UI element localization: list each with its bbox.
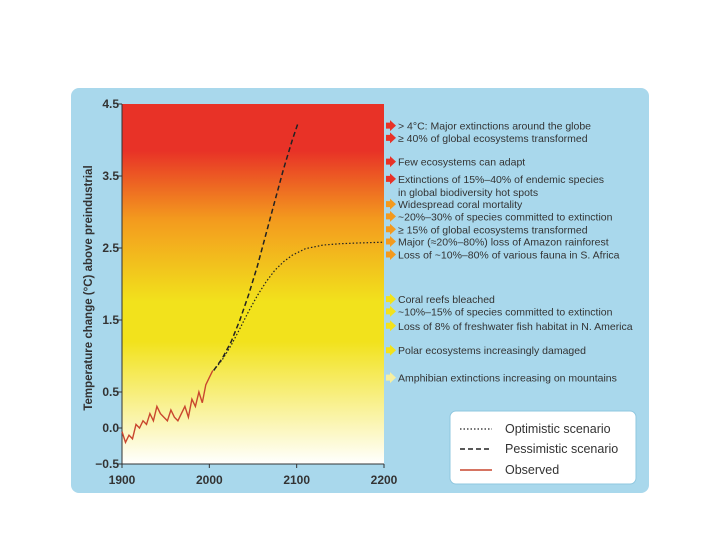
y-axis-label: Temperature change (°C) above preindustr… xyxy=(83,165,95,410)
impact-label: > 4°C: Major extinctions around the glob… xyxy=(398,121,591,133)
temperature-gradient-background xyxy=(122,104,384,464)
y-tick-label: 4.5 xyxy=(102,97,119,111)
impact-arrow xyxy=(386,236,396,248)
legend-label: Pessimistic scenario xyxy=(505,442,618,456)
y-tick-label: 0.5 xyxy=(102,385,119,399)
impact-arrow xyxy=(386,173,396,185)
x-tick-label: 2100 xyxy=(283,473,310,487)
impact-arrow xyxy=(386,120,396,132)
impact-arrow xyxy=(386,132,396,144)
legend-items: Optimistic scenario Pessimistic scenario O… xyxy=(460,422,618,477)
impact-arrow xyxy=(386,210,396,222)
impact-label: Widespread coral mortality xyxy=(398,199,523,211)
impact-label: Amphibian extinctions increasing on moun… xyxy=(398,373,617,385)
x-tick-label: 2000 xyxy=(196,473,223,487)
impact-label: Polar ecosystems increasingly damaged xyxy=(398,345,586,357)
legend-label: Optimistic scenario xyxy=(505,422,611,436)
series-line-dashed xyxy=(213,121,300,371)
x-tick-label: 2200 xyxy=(371,473,398,487)
series-layer xyxy=(121,121,385,445)
impact-arrow xyxy=(386,320,396,332)
legend: Optimistic scenario Pessimistic scenario O… xyxy=(449,410,637,485)
impact-label: Extinctions of 15%–40% of endemic specie… xyxy=(398,174,604,186)
y-tick-label: 3.5 xyxy=(102,169,119,183)
impact-label: Few ecosystems can adapt xyxy=(398,157,525,169)
y-tick-label: 1.5 xyxy=(102,313,119,327)
impact-arrow xyxy=(386,305,396,317)
legend-box xyxy=(449,410,637,485)
y-axis-ticks: 4.5 3.5 2.5 1.5 0.5 0.0 −0.5 xyxy=(95,97,122,471)
impact-arrow xyxy=(386,248,396,260)
impact-label: in global biodiversity hot spots xyxy=(398,187,538,199)
impact-label: Major (≈20%–80%) loss of Amazon rainfore… xyxy=(398,237,609,249)
impact-arrow xyxy=(386,198,396,210)
impact-label: ~20%–30% of species committed to extinct… xyxy=(398,211,613,223)
impact-label: Loss of 8% of freshwater fish habitat in… xyxy=(398,321,633,333)
y-tick-label: 2.5 xyxy=(102,241,119,255)
impact-label: Loss of ~10%–80% of various fauna in S. … xyxy=(398,249,620,261)
impact-label: ≥ 40% of global ecosystems transformed xyxy=(398,133,588,145)
axes xyxy=(121,104,384,465)
impact-label: ~10%–15% of species committed to extinct… xyxy=(398,306,613,318)
impact-label: ≥ 15% of global ecosystems transformed xyxy=(398,224,588,236)
x-tick-label: 1900 xyxy=(109,473,136,487)
y-tick-label: 0.0 xyxy=(102,421,119,435)
impact-arrow xyxy=(386,223,396,235)
y-tick-label: −0.5 xyxy=(95,457,119,471)
series-line-solid xyxy=(121,370,214,445)
x-axis-ticks: 1900 2000 2100 2200 xyxy=(109,464,398,487)
impact-arrow xyxy=(386,344,396,356)
legend-label: Observed xyxy=(505,463,559,477)
impact-arrow xyxy=(386,293,396,305)
impact-annotations: > 4°C: Major extinctions around the glob… xyxy=(386,120,633,385)
impact-arrow xyxy=(386,372,396,384)
impact-label: Coral reefs bleached xyxy=(398,294,495,306)
impact-arrow xyxy=(386,156,396,168)
